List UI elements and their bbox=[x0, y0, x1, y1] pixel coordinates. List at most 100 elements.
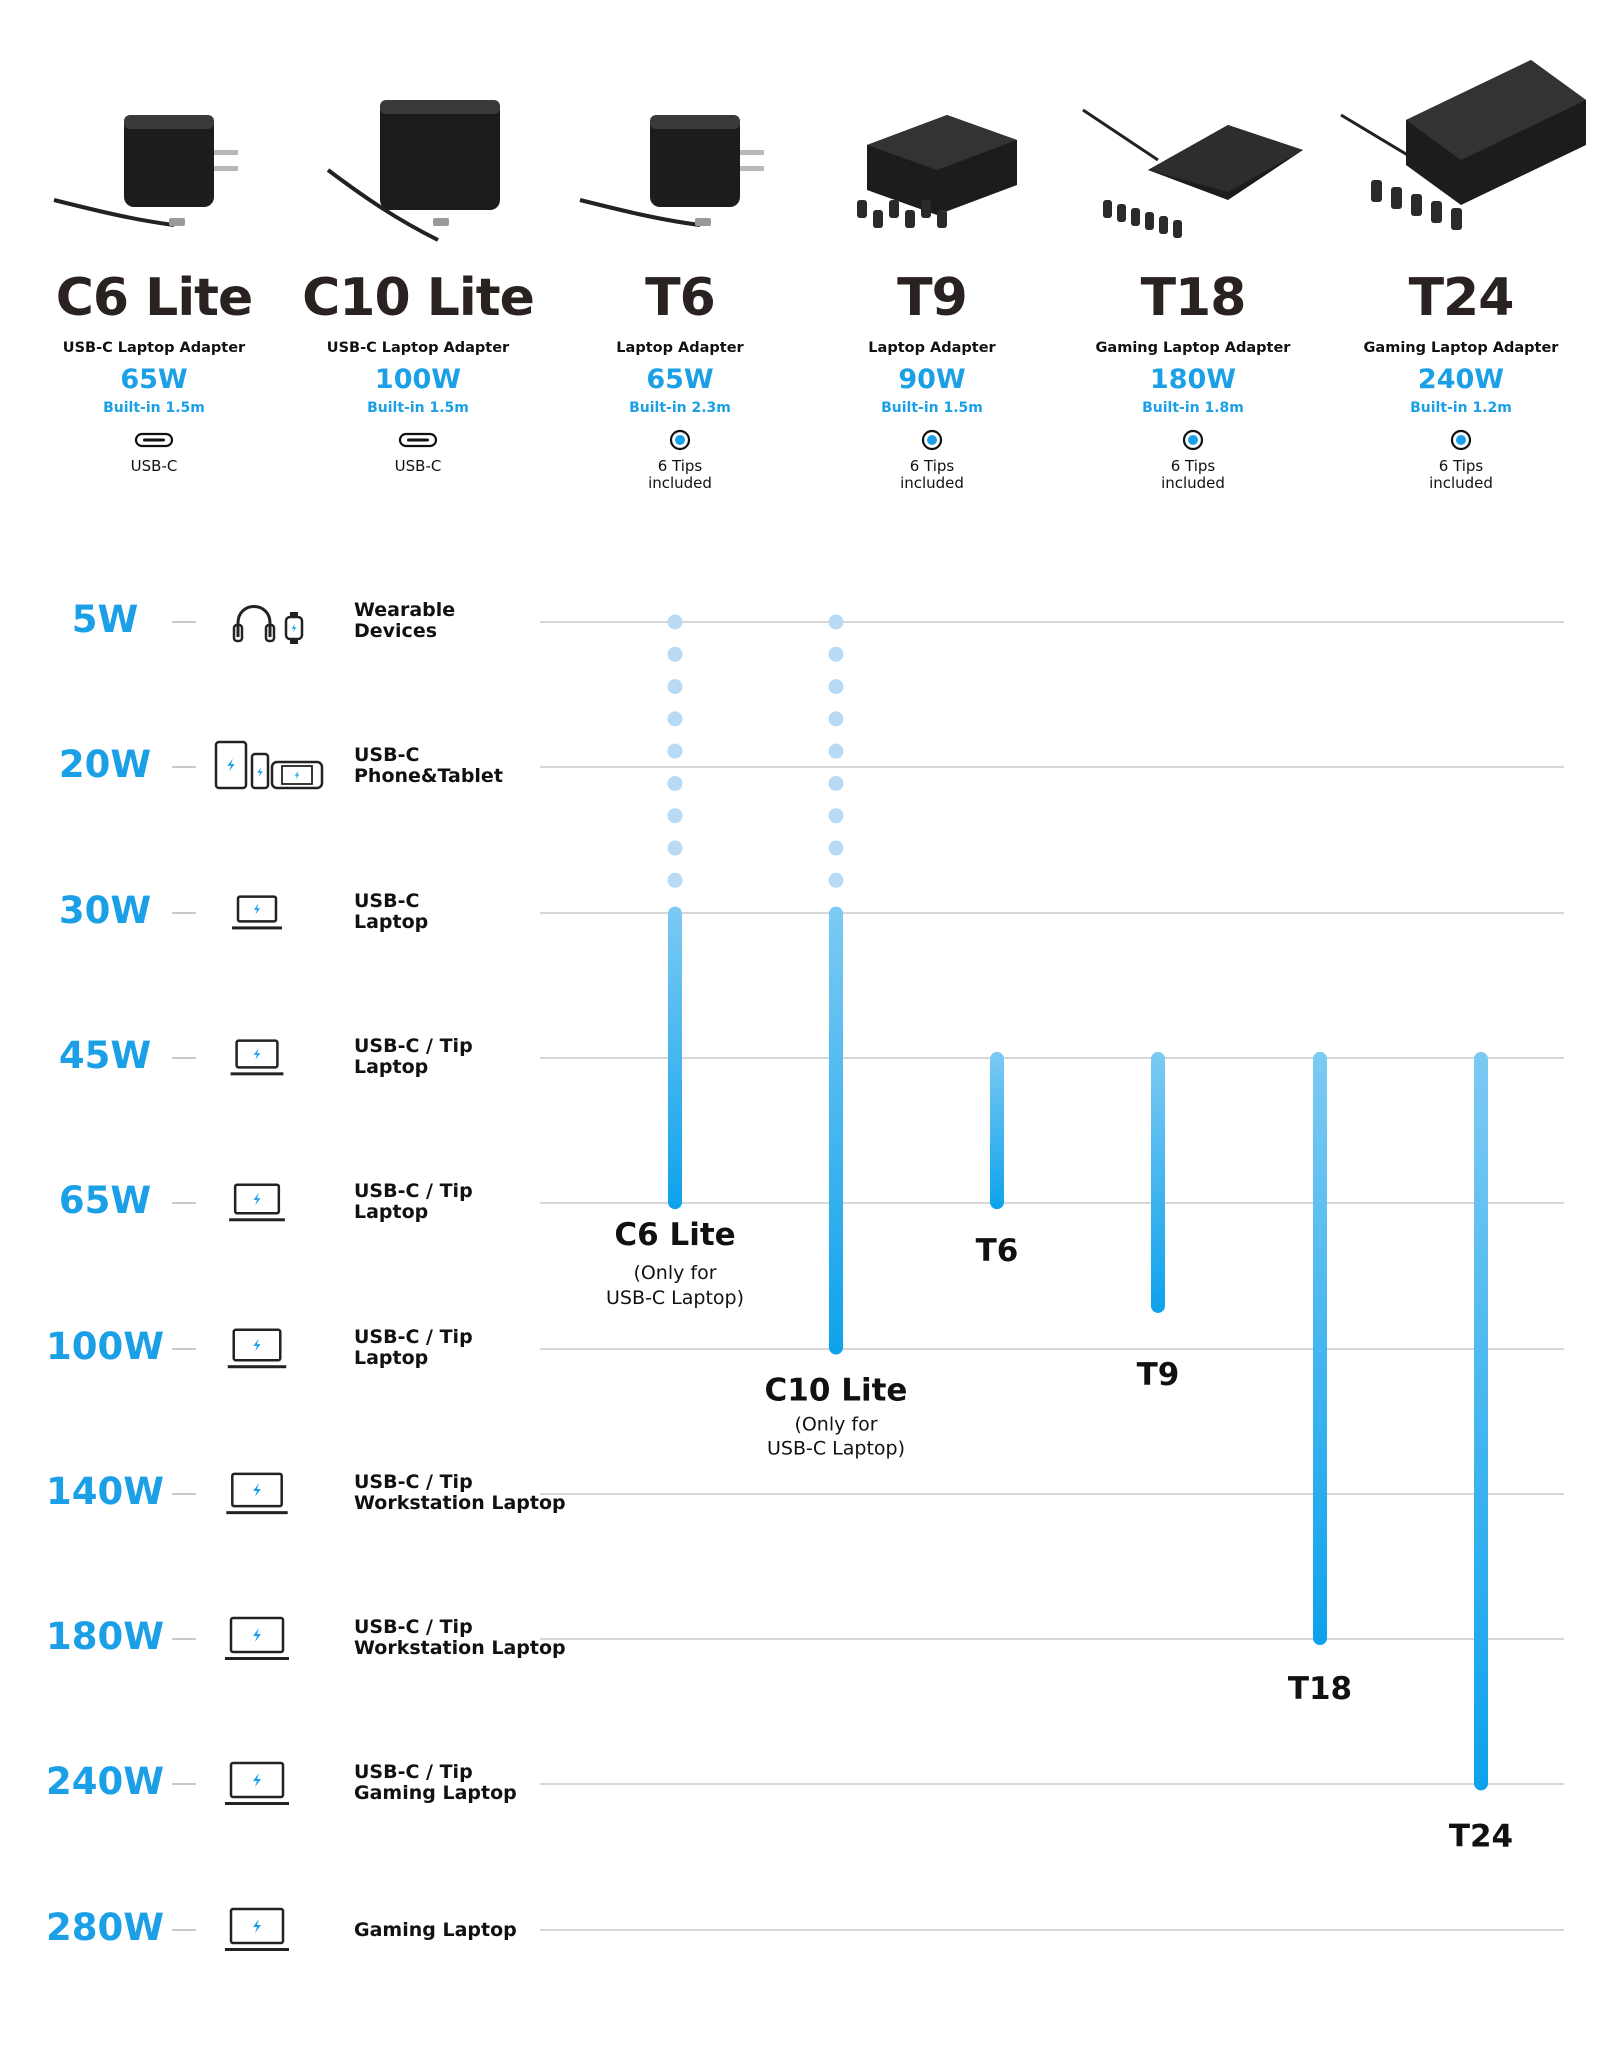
row-label-line2: Gaming Laptop bbox=[354, 1782, 517, 1805]
bar-note: USB-C Laptop) bbox=[767, 1438, 905, 1460]
product-cable-length: Built-in 1.5m bbox=[103, 400, 205, 416]
product-connector: 6 Tips included bbox=[580, 458, 780, 492]
grid-line bbox=[540, 621, 1564, 623]
product-cable-length: Built-in 1.5m bbox=[881, 400, 983, 416]
laptop-icon bbox=[232, 894, 282, 930]
product-subtitle: Laptop Adapter bbox=[616, 340, 744, 356]
row-wattage: 100W bbox=[45, 1324, 165, 1368]
bar-dot bbox=[828, 679, 844, 695]
product-name: C6 Lite bbox=[55, 268, 254, 328]
laptop-icon bbox=[229, 1183, 285, 1222]
grid-line bbox=[540, 1638, 1564, 1641]
bar-range bbox=[829, 906, 843, 1355]
row-dash bbox=[172, 1347, 196, 1350]
laptop-icon bbox=[225, 1907, 289, 1951]
row-dash bbox=[172, 1492, 196, 1495]
row-wattage: 240W bbox=[45, 1760, 165, 1804]
bar-dot bbox=[828, 840, 844, 856]
row-dash bbox=[172, 766, 196, 769]
laptop-icon bbox=[225, 1762, 289, 1806]
bar-label: T6 bbox=[976, 1233, 1019, 1269]
row-wattage: 180W bbox=[45, 1615, 165, 1659]
product-wattage: 90W bbox=[898, 364, 966, 395]
row-label-line1: USB-C / Tip bbox=[354, 1616, 473, 1639]
usb-c-port-icon bbox=[398, 432, 438, 448]
row-dash bbox=[172, 621, 196, 623]
product-name: T9 bbox=[897, 268, 968, 328]
grid-line bbox=[540, 1492, 1564, 1495]
connector-label-line2: included bbox=[1429, 474, 1493, 492]
row-device-label: USB-C / Tip Laptop bbox=[354, 1035, 594, 1078]
product-subtitle: Laptop Adapter bbox=[868, 340, 996, 356]
row-dash bbox=[172, 1783, 196, 1786]
row-label-line2: Workstation Laptop bbox=[354, 1491, 566, 1514]
product-wattage: 65W bbox=[646, 364, 714, 395]
row-device-label: USB-C / Tip Workstation Laptop bbox=[354, 1617, 594, 1659]
product-connector: 6 Tips included bbox=[1361, 458, 1561, 492]
connector-label: 6 Tips bbox=[1438, 457, 1484, 475]
row-wattage: 30W bbox=[58, 888, 152, 932]
bar-t9: T9 bbox=[1137, 1051, 1179, 1393]
adapter-photo-icon bbox=[1082, 108, 1303, 238]
row-label-line2: Workstation Laptop bbox=[354, 1637, 566, 1660]
product-name: C10 Lite bbox=[302, 268, 535, 328]
row-label-line2: Laptop bbox=[354, 910, 429, 933]
bar-dot bbox=[667, 872, 683, 888]
row-label-line2: Devices bbox=[354, 620, 438, 642]
row-wattage: 140W bbox=[45, 1469, 165, 1513]
row-label-line2: Laptop bbox=[354, 1055, 429, 1078]
grid-line bbox=[540, 1056, 1564, 1059]
product-name: T6 bbox=[645, 268, 716, 328]
product-subtitle: Gaming Laptop Adapter bbox=[1095, 340, 1291, 356]
bar-t6: T6 bbox=[976, 1051, 1019, 1269]
product-connector: 6 Tips included bbox=[832, 458, 1032, 492]
grid-line bbox=[540, 1347, 1564, 1350]
bar-dot bbox=[828, 775, 844, 791]
bar-dot bbox=[828, 743, 844, 759]
row-wattage: 45W bbox=[58, 1033, 152, 1077]
bar-dot bbox=[667, 808, 683, 824]
grid-line bbox=[540, 1928, 1564, 1931]
product-wattage: 100W bbox=[374, 364, 462, 395]
row-dash bbox=[172, 1056, 196, 1059]
bar-dot bbox=[667, 711, 683, 727]
usb-c-port-icon bbox=[134, 432, 174, 448]
bar-note: USB-C Laptop) bbox=[606, 1287, 744, 1309]
product-cable-length: Built-in 1.2m bbox=[1410, 400, 1512, 416]
barrel-tip-icon bbox=[1450, 429, 1472, 451]
grid-line bbox=[540, 1783, 1564, 1786]
adapter-photo-icon bbox=[326, 100, 500, 242]
row-label-line2: Laptop bbox=[354, 1201, 429, 1224]
row-device-label: Gaming Laptop bbox=[354, 1918, 517, 1941]
bar-t18: T18 bbox=[1288, 1051, 1352, 1707]
connector-label-line2: included bbox=[648, 474, 712, 492]
bar-note: (Only for bbox=[633, 1262, 716, 1284]
connector-label: 6 Tips bbox=[657, 457, 703, 475]
row-wattage: 20W bbox=[58, 743, 152, 787]
adapter-photo-icon bbox=[1340, 60, 1586, 230]
row-device-label: USB-C / Tip Laptop bbox=[354, 1326, 594, 1369]
bar-dot bbox=[667, 840, 683, 856]
bar-dot bbox=[828, 872, 844, 888]
row-dash bbox=[172, 1638, 196, 1641]
product-cable-length: Built-in 1.5m bbox=[367, 400, 469, 416]
laptop-icon bbox=[227, 1328, 287, 1368]
bar-dot bbox=[828, 808, 844, 824]
connector-label: 6 Tips bbox=[1170, 457, 1216, 475]
row-label-line1: Wearable bbox=[354, 599, 456, 621]
row-device-label: USB-C / Tip Gaming Laptop bbox=[354, 1762, 594, 1804]
grid-line bbox=[540, 1202, 1564, 1205]
barrel-tip-icon bbox=[921, 429, 943, 451]
laptop-icon bbox=[225, 1616, 289, 1661]
bar-dot bbox=[828, 711, 844, 727]
bar-range bbox=[1474, 1051, 1488, 1791]
row-label-line2: Phone&Tablet bbox=[354, 765, 503, 788]
row-device-label: USB-C / Tip Laptop bbox=[354, 1181, 594, 1223]
grid-line bbox=[540, 766, 1564, 769]
connector-label: 6 Tips bbox=[909, 457, 955, 475]
bar-label: T18 bbox=[1288, 1671, 1352, 1707]
connector-label: USB-C bbox=[394, 457, 442, 475]
